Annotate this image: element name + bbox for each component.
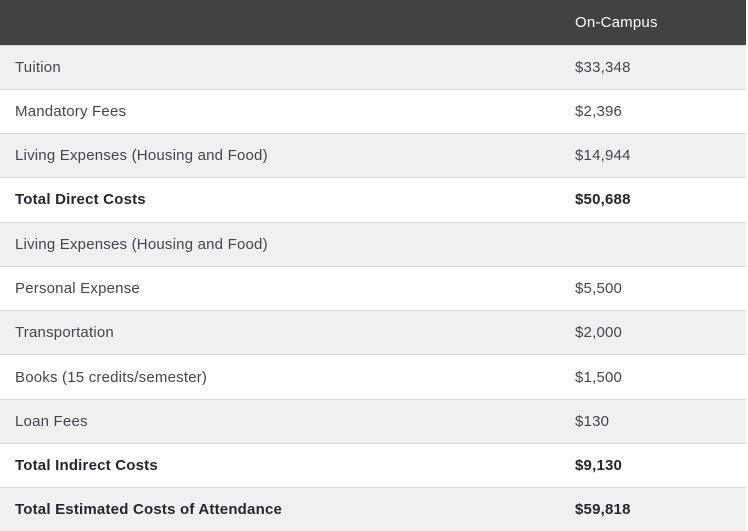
table-row-mandatory-fees: Mandatory Fees $2,396 [0,89,746,134]
row-label: Loan Fees [15,412,88,430]
table-row-total-indirect-costs: Total Indirect Costs $9,130 [0,443,746,488]
row-value: $2,396 [575,102,623,120]
row-label: Total Estimated Costs of Attendance [15,501,283,519]
row-label: Tuition [15,58,61,76]
row-value: $2,000 [575,324,623,342]
row-label: Total Direct Costs [15,191,146,209]
row-value: $130 [575,412,610,430]
value-column-header-on-campus: On-Campus [575,13,658,31]
row-value [560,222,746,266]
table-row-tuition: Tuition $33,348 [0,45,746,90]
row-value: $9,130 [575,457,623,475]
table-row-total-direct-costs: Total Direct Costs $50,688 [0,177,746,223]
table-row-loan-fees: Loan Fees $130 [0,399,746,444]
row-value: $14,944 [575,147,631,165]
table-header-row: On-Campus [0,0,746,45]
row-label: Living Expenses (Housing and Food) [15,147,268,165]
label-column-header [0,0,560,45]
table-row-transportation: Transportation $2,000 [0,310,746,355]
row-label: Total Indirect Costs [15,457,158,475]
row-label: Personal Expense [15,280,140,298]
table-row-living-expenses-indirect: Living Expenses (Housing and Food) [0,222,746,267]
table-row-books: Books (15 credits/semester) $1,500 [0,354,746,400]
row-value: $5,500 [575,280,623,298]
row-value: $33,348 [575,58,631,76]
table-row-personal-expense: Personal Expense $5,500 [0,266,746,311]
row-label: Mandatory Fees [15,102,127,120]
row-label: Transportation [15,324,114,342]
table-body: Tuition $33,348 Mandatory Fees $2,396 Li… [0,45,746,531]
row-label: Books (15 credits/semester) [15,368,208,386]
row-label: Living Expenses (Housing and Food) [15,235,268,253]
row-value: $50,688 [575,191,631,209]
row-value: $1,500 [575,368,623,386]
row-value: $59,818 [575,501,631,519]
table-row-living-expenses-direct: Living Expenses (Housing and Food) $14,9… [0,133,746,178]
table-row-total-estimated-costs: Total Estimated Costs of Attendance $59,… [0,487,746,531]
